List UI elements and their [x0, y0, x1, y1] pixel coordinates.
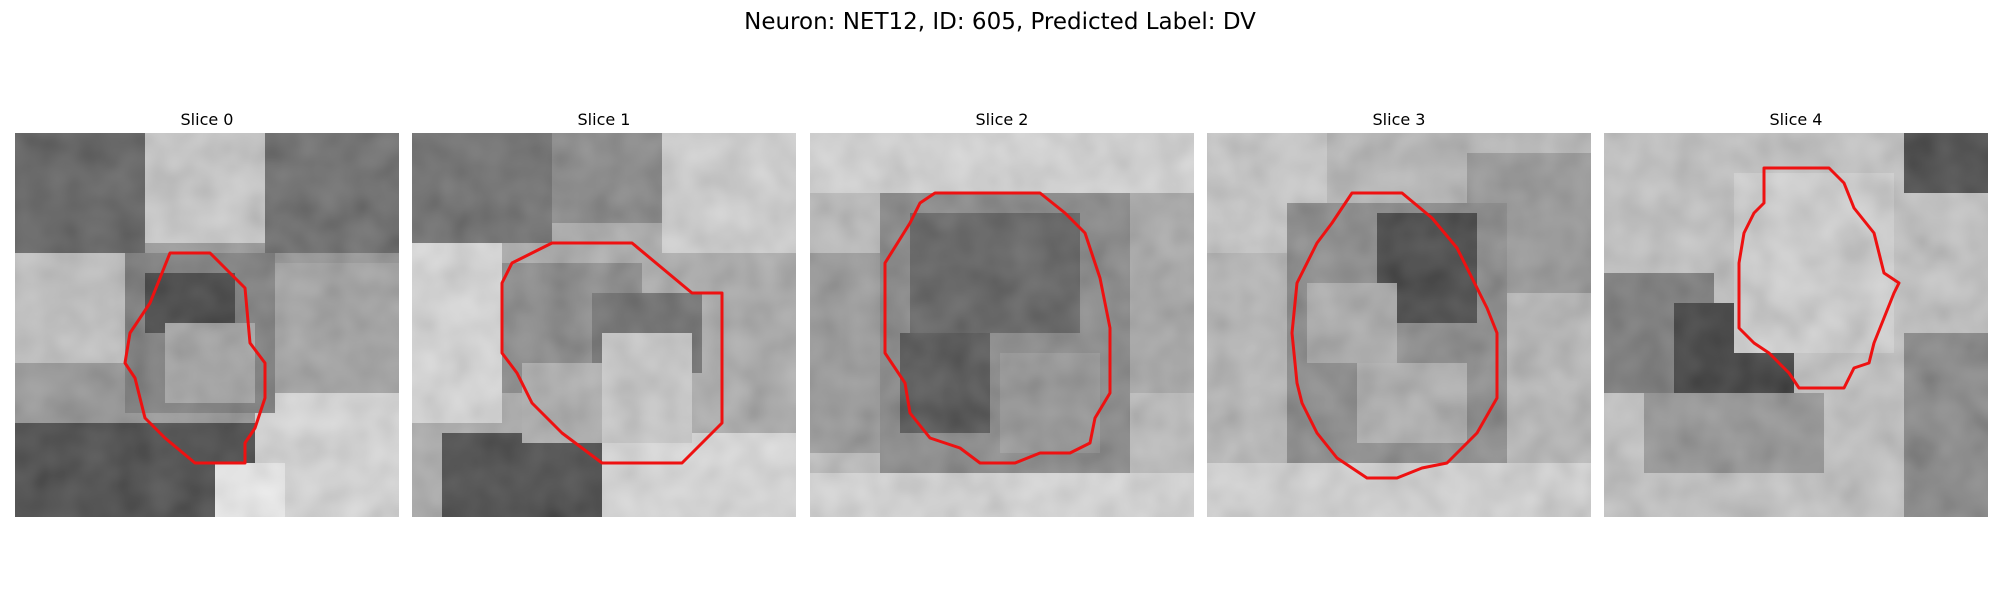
- slice-title-3: Slice 3: [1372, 110, 1426, 129]
- slice-panel-4: Slice 4: [1604, 110, 1988, 517]
- roi-contour-4: [1737, 166, 1901, 390]
- slice-image-0: [15, 133, 399, 517]
- slice-panel-2: Slice 2: [810, 110, 1194, 517]
- slice-image-3: [1207, 133, 1591, 517]
- roi-contour-2: [883, 191, 1112, 465]
- slice-image-2: [810, 133, 1194, 517]
- slice-title-2: Slice 2: [975, 110, 1029, 129]
- slice-title-0: Slice 0: [180, 110, 234, 129]
- slice-panel-3: Slice 3: [1207, 110, 1591, 517]
- slice-image-4: [1604, 133, 1988, 517]
- roi-contour-0: [123, 251, 267, 465]
- roi-contour-3: [1290, 191, 1499, 480]
- slice-title-4: Slice 4: [1769, 110, 1823, 129]
- slice-title-1: Slice 1: [577, 110, 631, 129]
- roi-contour-1: [500, 241, 724, 465]
- figure-title: Neuron: NET12, ID: 605, Predicted Label:…: [744, 9, 1256, 35]
- slice-image-1: [412, 133, 796, 517]
- slice-panel-1: Slice 1: [412, 110, 796, 517]
- slice-panel-0: Slice 0: [15, 110, 399, 517]
